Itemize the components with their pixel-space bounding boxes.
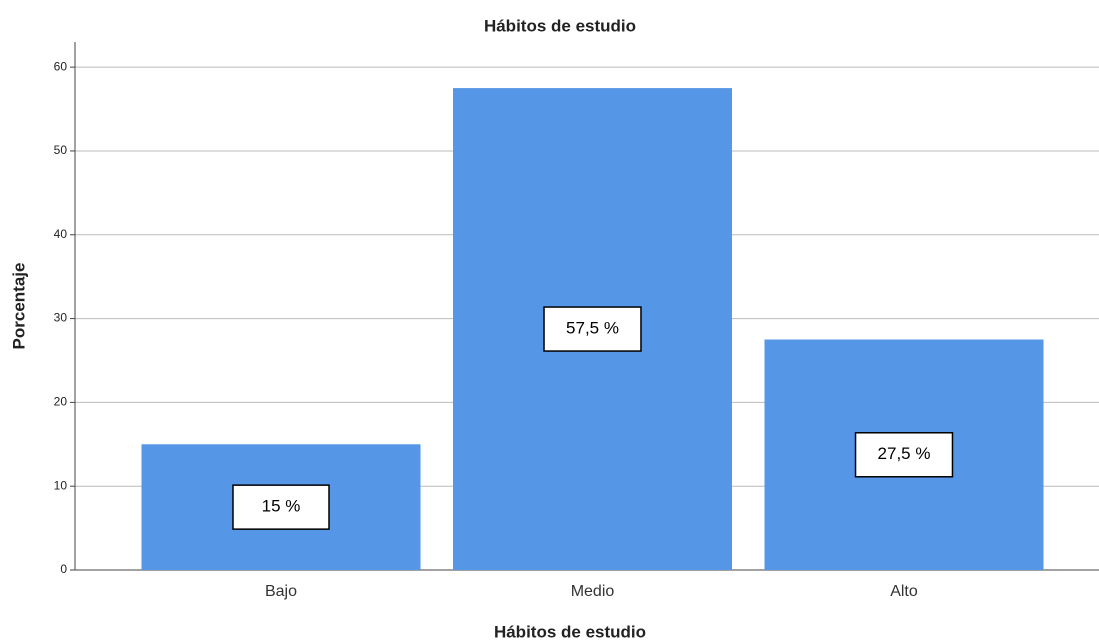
- y-tick-label: 50: [54, 143, 68, 157]
- chart-title: Hábitos de estudio: [484, 16, 636, 35]
- x-tick-label: Bajo: [265, 583, 297, 600]
- value-label-box: [543, 306, 642, 352]
- y-tick-label: 20: [54, 395, 68, 409]
- x-tick-label: Medio: [571, 583, 615, 600]
- y-tick-label: 30: [54, 311, 68, 325]
- value-label: 15 %: [262, 497, 301, 516]
- value-label-box: [854, 432, 954, 478]
- x-axis-label: Hábitos de estudio: [494, 622, 646, 641]
- y-tick-label: 0: [60, 562, 67, 576]
- x-tick-label: Alto: [890, 583, 918, 600]
- value-label: 57,5 %: [566, 319, 619, 338]
- y-tick-label: 10: [54, 478, 68, 492]
- y-tick-label: 40: [54, 227, 68, 241]
- value-label-box: [232, 484, 330, 530]
- y-tick-label: 60: [54, 59, 68, 73]
- value-label: 27,5 %: [878, 444, 931, 463]
- y-axis-label: Porcentaje: [9, 263, 28, 350]
